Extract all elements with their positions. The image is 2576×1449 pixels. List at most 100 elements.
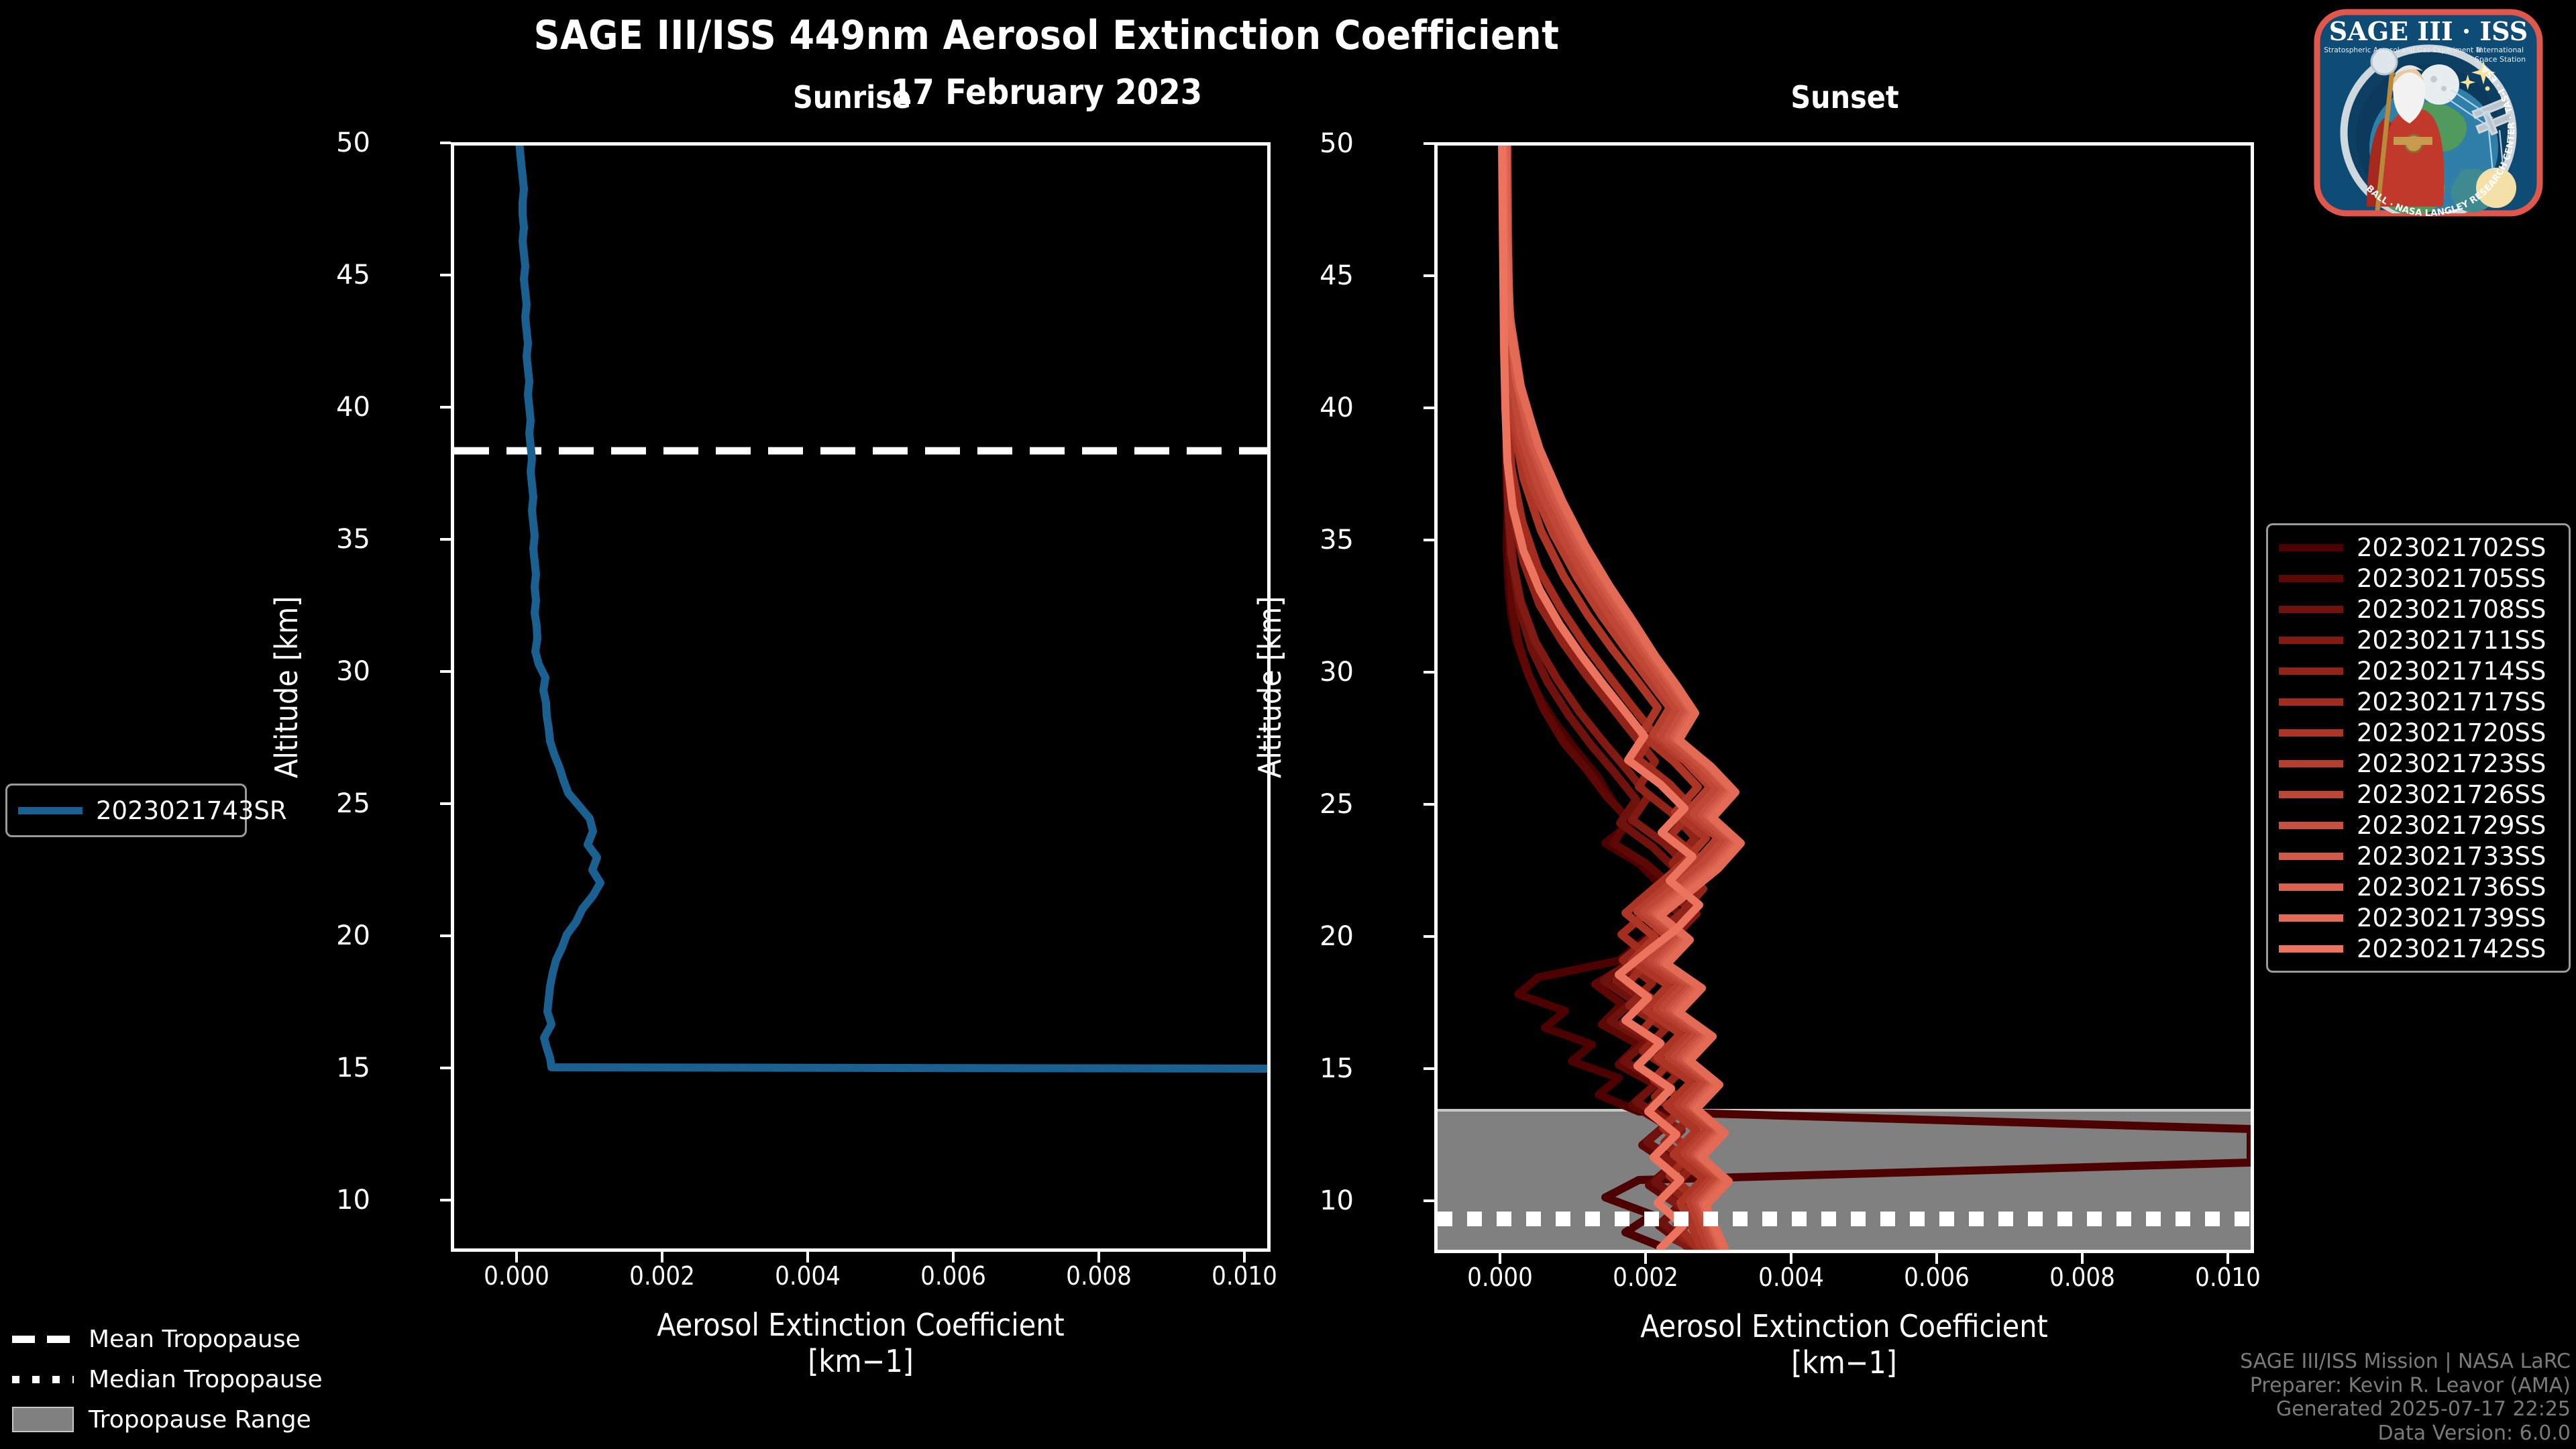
- legend-item-label: 2023021717SS: [2357, 687, 2546, 716]
- legend-line-swatch-icon: [2279, 605, 2343, 613]
- x-tick-label: 0.006: [920, 1261, 986, 1291]
- legend-item-label: 2023021720SS: [2357, 718, 2546, 747]
- legend-item-label: 2023021743SR: [96, 796, 287, 825]
- sunset-x-axis-title: Aerosol Extinction Coefficient [km−1]: [1434, 1308, 2254, 1381]
- date-title: 17 February 2023: [890, 72, 1203, 113]
- legend-item[interactable]: 2023021705SS: [2279, 563, 2558, 594]
- x-tick-label: 0.004: [1758, 1263, 1824, 1292]
- y-tick-label: 30: [336, 656, 370, 687]
- y-tick-label: 25: [336, 788, 370, 819]
- x-axis-title-line2: [km−1]: [808, 1343, 914, 1380]
- legend-line-swatch-icon: [2279, 574, 2343, 582]
- legend-line-swatch-icon: [2279, 945, 2343, 953]
- logo-title: SAGE III · ISS: [2329, 16, 2528, 46]
- sunrise-x-axis-title: Aerosol Extinction Coefficient [km−1]: [451, 1307, 1271, 1380]
- x-tick-label: 0.004: [775, 1261, 841, 1291]
- sunset-profile-2023021742SS: [1498, 146, 1703, 1250]
- y-tick-label: 10: [336, 1185, 370, 1216]
- tropopause-legend[interactable]: Mean Tropopause Median Tropopause Tropop…: [12, 1319, 323, 1440]
- x-tick-label: 0.002: [629, 1261, 695, 1291]
- legend-item[interactable]: 2023021726SS: [2279, 779, 2558, 810]
- sunset-plot-area: [1434, 142, 2254, 1253]
- sunrise-profile-2023021743SR: [515, 146, 1267, 1073]
- legend-item-label: 2023021723SS: [2357, 749, 2546, 778]
- y-tick-label: 45: [336, 260, 370, 290]
- dashed-line-icon: [12, 1335, 74, 1343]
- legend-line-swatch-icon: [2279, 914, 2343, 922]
- legend-item[interactable]: 2023021717SS: [2279, 686, 2558, 717]
- page-title: SAGE III/ISS 449nm Aerosol Extinction Co…: [533, 12, 1560, 59]
- sunset-plot-svg: [1438, 146, 2251, 1250]
- y-tick-label: 15: [336, 1053, 370, 1083]
- legend-item-label: 2023021726SS: [2357, 780, 2546, 809]
- y-tick-label: 30: [1320, 657, 1354, 688]
- legend-item-label: 2023021729SS: [2357, 810, 2546, 840]
- y-tick-label: 10: [1320, 1185, 1354, 1216]
- footer-line-mission: SAGE III/ISS Mission | NASA LaRC: [2240, 1350, 2571, 1374]
- legend-item-label: 2023021705SS: [2357, 564, 2546, 593]
- x-axis-title-line1: Aerosol Extinction Coefficient: [657, 1307, 1065, 1343]
- legend-line-swatch-icon: [2279, 821, 2343, 829]
- y-tick-label: 40: [336, 392, 370, 423]
- legend-item-mean-tropopause[interactable]: Mean Tropopause: [12, 1319, 323, 1359]
- sunrise-panel-title: Sunrise: [792, 79, 912, 115]
- legend-item[interactable]: 2023021723SS: [2279, 748, 2558, 779]
- y-tick-label: 25: [1320, 789, 1354, 820]
- sunrise-legend[interactable]: 2023021743SR: [5, 784, 287, 837]
- x-tick-label: 0.000: [484, 1261, 549, 1291]
- legend-line-swatch-icon: [18, 806, 83, 814]
- sunset-panel-title: Sunset: [1790, 79, 1899, 115]
- sunset-profile-2023021720SS: [1503, 146, 1710, 1250]
- y-tick-label: 40: [1320, 392, 1354, 423]
- legend-item[interactable]: 2023021739SS: [2279, 902, 2558, 933]
- legend-item-label: Median Tropopause: [89, 1365, 323, 1393]
- x-tick-label: 0.008: [1066, 1261, 1132, 1291]
- sunrise-y-axis-title: Altitude [km]: [268, 596, 305, 778]
- legend-item-median-tropopause[interactable]: Median Tropopause: [12, 1359, 323, 1399]
- sunset-y-axis-title: Altitude [km]: [1252, 596, 1288, 778]
- y-tick-label: 45: [1320, 260, 1354, 291]
- sage-mission-patch-logo: SAGE III · ISS Stratospheric Aerosol and…: [2308, 5, 2549, 219]
- sunrise-plot-svg: [454, 146, 1267, 1073]
- x-tick-label: 0.000: [1467, 1263, 1533, 1292]
- sunrise-plot-area: [451, 142, 1271, 1252]
- legend-item-label: 2023021711SS: [2357, 625, 2546, 655]
- legend-item[interactable]: 2023021708SS: [2279, 594, 2558, 625]
- legend-item[interactable]: 2023021733SS: [2279, 841, 2558, 871]
- legend-item-label: Mean Tropopause: [89, 1325, 301, 1353]
- legend-item[interactable]: 2023021702SS: [2279, 532, 2558, 563]
- y-tick-label: 20: [1320, 921, 1354, 952]
- legend-item-tropopause-range[interactable]: Tropopause Range: [12, 1399, 323, 1440]
- x-tick-label: 0.006: [1904, 1263, 1970, 1292]
- sunset-legend[interactable]: 2023021702SS 2023021705SS 2023021708SS 2…: [2266, 523, 2571, 973]
- legend-item[interactable]: 2023021720SS: [2279, 717, 2558, 748]
- legend-line-swatch-icon: [2279, 729, 2343, 737]
- legend-item-label: 2023021702SS: [2357, 533, 2546, 562]
- footer-credits: SAGE III/ISS Mission | NASA LaRC Prepare…: [2240, 1350, 2571, 1445]
- legend-line-swatch-icon: [2279, 883, 2343, 891]
- legend-item[interactable]: 2023021743SR: [18, 792, 287, 828]
- footer-line-generated: Generated 2025-07-17 22:25: [2275, 1397, 2571, 1421]
- legend-item[interactable]: 2023021711SS: [2279, 625, 2558, 655]
- logo-subtitle-right-1: International: [2477, 46, 2524, 54]
- x-tick-label: 0.002: [1613, 1263, 1678, 1292]
- legend-line-swatch-icon: [2279, 543, 2343, 551]
- legend-item[interactable]: 2023021742SS: [2279, 933, 2558, 964]
- y-tick-label: 35: [336, 524, 370, 555]
- x-tick-label: 0.010: [1212, 1261, 1277, 1291]
- x-tick-label: 0.010: [2195, 1263, 2261, 1292]
- x-axis-title-line2: [km−1]: [1791, 1344, 1897, 1381]
- legend-item[interactable]: 2023021736SS: [2279, 871, 2558, 902]
- footer-line-preparer: Preparer: Kevin R. Leavor (AMA): [2249, 1373, 2571, 1397]
- legend-line-swatch-icon: [2279, 636, 2343, 644]
- y-tick-label: 50: [1320, 128, 1354, 159]
- sunset-profile-2023021739SS: [1499, 146, 1745, 1250]
- legend-item-label: 2023021733SS: [2357, 841, 2546, 871]
- legend-item-label: 2023021708SS: [2357, 594, 2546, 624]
- legend-item-label: Tropopause Range: [89, 1405, 311, 1434]
- legend-item[interactable]: 2023021714SS: [2279, 655, 2558, 686]
- y-tick-label: 20: [336, 920, 370, 951]
- x-tick-label: 0.008: [2049, 1263, 2115, 1292]
- legend-item[interactable]: 2023021729SS: [2279, 810, 2558, 841]
- legend-line-swatch-icon: [2279, 759, 2343, 767]
